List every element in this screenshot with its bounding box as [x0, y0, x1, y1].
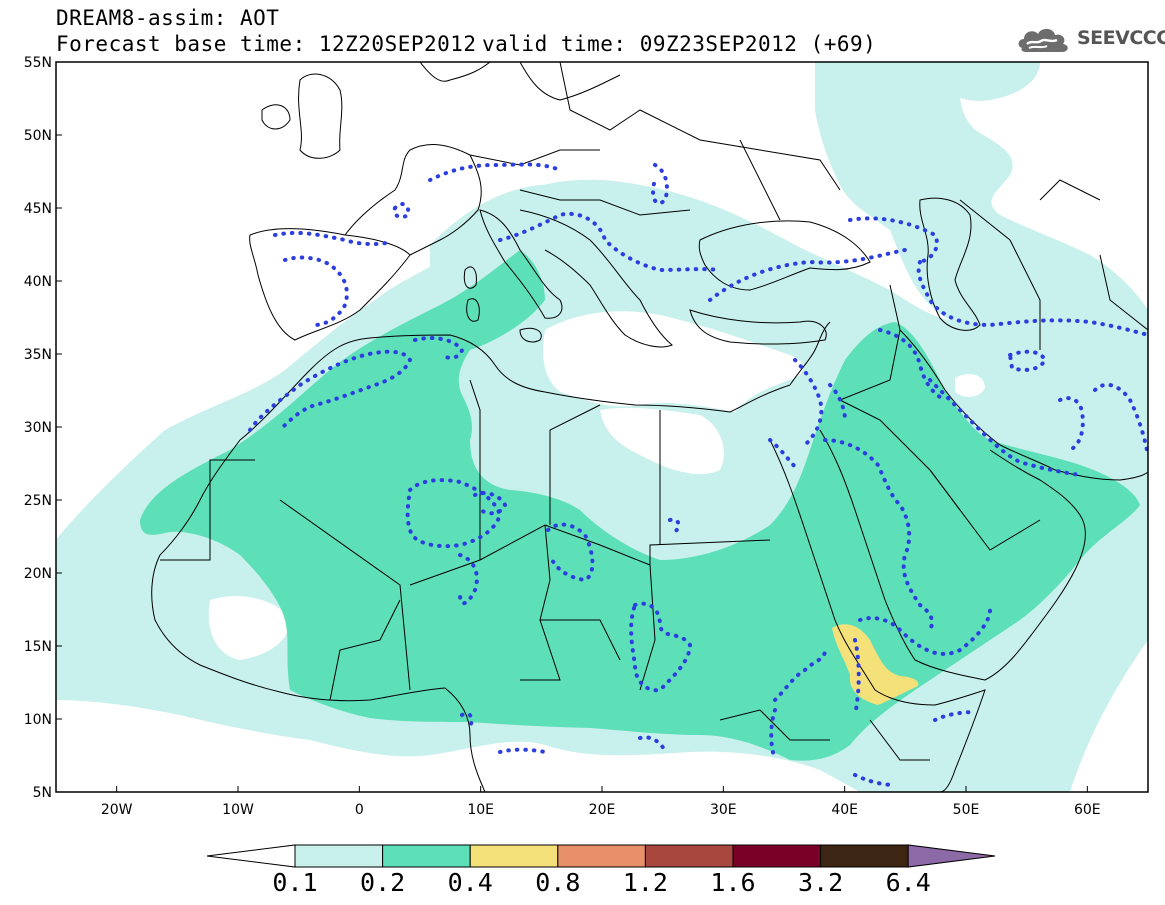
colorbar-swatch [644, 844, 734, 868]
colorbar-level-label: 1.6 [710, 868, 756, 897]
coastlines [151, 62, 1148, 792]
lon-label-10E: 10E [467, 802, 494, 818]
colorbar-swatch [557, 844, 646, 868]
lat-label-35N: 35N [24, 347, 52, 363]
cloud-icon [1018, 28, 1068, 52]
lat-label-10N: 10N [24, 712, 52, 728]
aot-clear-areas [208, 311, 985, 660]
lat-label-15N: 15N [24, 639, 52, 655]
aot-level-0.4-shading [832, 624, 919, 705]
colorbar-swatch [469, 844, 559, 868]
colorbar-level-label: 6.4 [885, 868, 931, 897]
lat-label-45N: 45N [24, 201, 52, 217]
forecast-base-time: Forecast base time: 12Z20SEP2012 [56, 32, 477, 56]
colorbar-level-label: 0.4 [447, 868, 493, 897]
seevccc-logo: SEEVCCC [1015, 22, 1165, 54]
colorbar-over-arrow [907, 844, 996, 868]
lon-label-30E: 30E [710, 802, 737, 818]
lat-label-40N: 40N [24, 274, 52, 290]
colorbar-swatch [820, 844, 909, 868]
colorbar-level-label: 0.2 [360, 868, 406, 897]
lon-label-40E: 40E [831, 802, 858, 818]
lon-label-60E: 60E [1074, 802, 1101, 818]
colorbar-level-label: 1.2 [622, 868, 668, 897]
lat-label-25N: 25N [24, 493, 52, 509]
valid-time: valid time: 09Z23SEP2012 (+69) [482, 32, 877, 56]
lat-label-55N: 55N [24, 55, 52, 71]
colorbar-swatch [294, 844, 384, 868]
lon-label-10W: 10W [222, 802, 254, 818]
colorbar-swatch [382, 844, 471, 868]
colorbar-level-label: 0.1 [272, 868, 318, 897]
lat-label-20N: 20N [24, 566, 52, 582]
lat-label-30N: 30N [24, 420, 52, 436]
lat-label-5N: 5N [33, 785, 52, 801]
longitude-axis: 20W 10W 0 10E 20E 30E 40E 50E 60E [101, 786, 1101, 818]
colorbar-level-label: 3.2 [798, 868, 844, 897]
lon-label-0: 0 [355, 802, 364, 818]
aot-dotted-contours [248, 162, 1148, 787]
latitude-axis: 55N 50N 45N 40N 35N 30N 25N 20N 15N 10N 5N [24, 55, 62, 801]
lon-label-20E: 20E [589, 802, 616, 818]
colorbar-swatch [732, 844, 822, 868]
lon-label-50E: 50E [953, 802, 980, 818]
map-title: DREAM8-assim: AOT [56, 6, 280, 30]
lon-label-20W: 20W [101, 802, 133, 818]
colorbar-labels: 0.1 0.2 0.4 0.8 1.2 1.6 3.2 6.4 [0, 868, 1165, 898]
map-area [56, 62, 1148, 792]
logo-text: SEEVCCC [1077, 27, 1165, 49]
colorbar-level-label: 0.8 [535, 868, 581, 897]
lat-label-50N: 50N [24, 128, 52, 144]
colorbar [206, 844, 996, 868]
colorbar-under-arrow [206, 844, 296, 868]
